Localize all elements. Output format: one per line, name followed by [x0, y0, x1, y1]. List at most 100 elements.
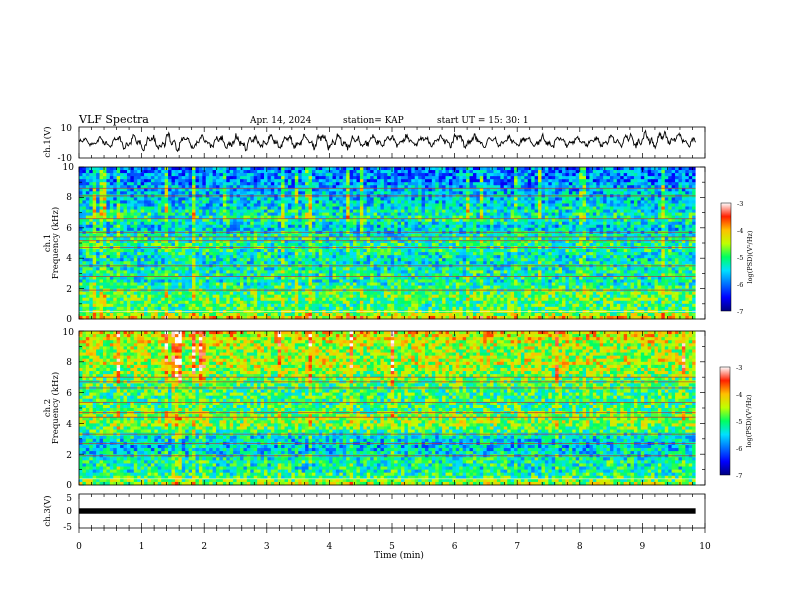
spectrogram-cell [493, 206, 498, 210]
spectrogram-cell [150, 224, 155, 229]
spectrogram-cell [308, 191, 313, 195]
spectrogram-cell [267, 206, 272, 210]
spectrogram-cell [438, 249, 443, 253]
spectrogram-cell [585, 233, 590, 238]
spectrogram-cell [188, 206, 193, 210]
spectrogram-cell [274, 176, 279, 180]
spectrogram-cell [424, 170, 429, 174]
spectrogram-cell [89, 233, 94, 238]
spectrogram-cell [507, 249, 512, 253]
spectrogram-cell [181, 221, 186, 226]
spectrogram-cell [356, 200, 361, 204]
spectrogram-cell [606, 176, 611, 180]
spectrogram-cell [277, 200, 282, 204]
spectrogram-cell [503, 173, 508, 177]
spectrogram-cell [198, 197, 203, 201]
spectrogram-cell [596, 191, 601, 195]
spectrogram-cell [154, 173, 159, 177]
spectrogram-cell [490, 249, 494, 253]
spectrogram-cell [613, 200, 618, 204]
spectrogram-cell [346, 215, 351, 220]
spectrogram-cell [150, 227, 155, 232]
spectrogram-cell [284, 170, 289, 174]
spectrogram-cell [520, 167, 525, 171]
spectrogram-cell [579, 209, 583, 213]
spectrogram-cell [421, 206, 426, 210]
spectrogram-cell [448, 233, 453, 238]
spectrogram-cell [113, 197, 118, 201]
ch1-spectrogram [79, 167, 705, 320]
spectrogram-cell [240, 170, 244, 174]
spectrogram-cell [678, 218, 683, 223]
spectrogram-cell [479, 176, 484, 180]
spectrogram-cell [493, 212, 498, 217]
spectrogram-cell [469, 188, 474, 192]
spectrogram-cell [668, 188, 673, 192]
spectrogram-cell [418, 224, 422, 229]
spectrogram-cell [418, 173, 422, 177]
spectrogram-cell [353, 185, 357, 189]
spectrogram-cell [240, 206, 244, 210]
spectrogram-cell [527, 179, 532, 183]
spectrogram-cell [250, 218, 255, 223]
spectrogram-cell [181, 203, 186, 207]
spectrogram-cell [157, 243, 162, 247]
spectrogram-cell [120, 239, 124, 244]
spectrogram-cell [366, 206, 371, 210]
spectrogram-cell [82, 197, 87, 201]
spectrogram-cell [346, 236, 351, 241]
spectrogram-cell [161, 239, 166, 244]
spectrogram-cell [281, 182, 285, 186]
spectrogram-cell [113, 212, 118, 217]
spectrogram-cell [431, 179, 436, 183]
spectrogram-cell [558, 233, 563, 238]
spectrogram-cell [366, 191, 371, 195]
spectrogram-cell [346, 182, 351, 186]
spectrogram-cell [216, 224, 220, 229]
spectrogram-cell [113, 243, 118, 247]
spectrogram-cell [459, 179, 464, 183]
spectrogram-cell [452, 212, 457, 217]
spectrogram-cell [637, 224, 642, 229]
spectrogram-cell [544, 188, 549, 192]
spectrogram-cell [298, 176, 303, 180]
spectrogram-cell [267, 188, 272, 192]
spectrogram-cell [229, 224, 234, 229]
spectrogram-cell [414, 173, 419, 177]
spectrogram-cell [219, 197, 224, 201]
spectrogram-cell [161, 206, 166, 210]
spectrogram-cell [274, 203, 279, 207]
spectrogram-cell [688, 209, 693, 213]
spectrogram-cell [192, 206, 196, 210]
spectrogram-cell [363, 236, 368, 241]
spectrogram-cell [370, 206, 375, 210]
spectrogram-cell [620, 233, 625, 238]
spectrogram-cell [609, 173, 614, 177]
spectrogram-cell [150, 215, 155, 220]
spectrogram-cell [503, 227, 508, 232]
spectrogram-cell [606, 191, 611, 195]
spectrogram-cell [192, 200, 196, 204]
spectrogram-cell [219, 209, 224, 213]
spectrogram-cell [270, 249, 275, 253]
spectrogram-cell [370, 221, 375, 226]
spectrogram-cell [555, 243, 559, 247]
spectrogram-cell [534, 197, 539, 201]
spectrogram-cell [459, 185, 464, 189]
spectrogram-cell [353, 167, 357, 171]
spectrogram-cell [551, 176, 556, 180]
spectrogram-cell [404, 215, 409, 220]
spectrogram-cell [548, 239, 553, 244]
spectrogram-cell [96, 239, 100, 244]
spectrogram-cell [339, 179, 344, 183]
spectrogram-cell [287, 212, 292, 217]
spectrogram-cell [123, 203, 128, 207]
spectrogram-cell [424, 227, 429, 232]
spectrogram-cell [606, 243, 611, 247]
spectrogram-cell [126, 170, 131, 174]
spectrogram-cell [442, 221, 446, 226]
spectrogram-cell [616, 179, 621, 183]
spectrogram-cell [589, 224, 594, 229]
spectrogram-cell [260, 176, 265, 180]
spectrogram-cell [92, 218, 97, 223]
